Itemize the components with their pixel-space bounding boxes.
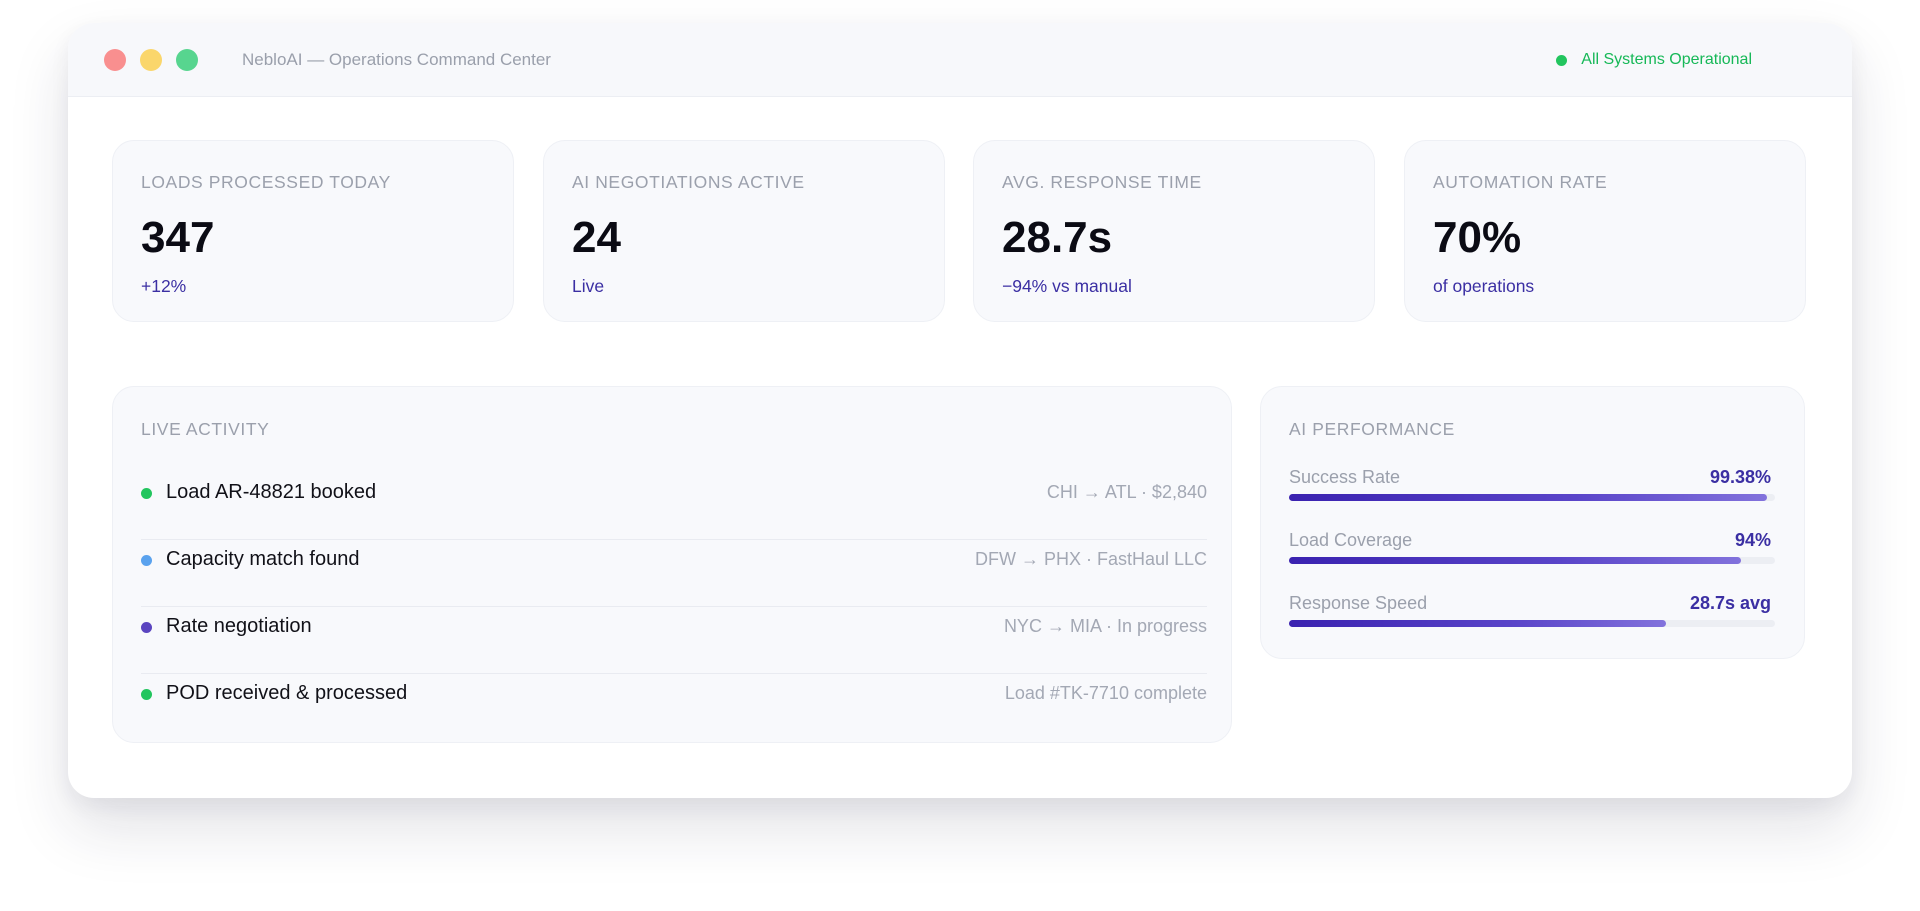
ai-performance-panel: AI PERFORMANCE Success Rate 99.38% Load … [1260, 386, 1805, 659]
stat-value: 347 [141, 213, 215, 262]
system-status: All Systems Operational [1556, 51, 1752, 69]
metric-load-coverage: Load Coverage 94% [1289, 530, 1775, 580]
activity-label: Capacity match found [166, 548, 360, 570]
activity-item[interactable]: Rate negotiation NYC → MIA · In progress [141, 607, 1207, 674]
activity-label: Load AR-48821 booked [166, 481, 377, 503]
progress-fill [1289, 620, 1666, 627]
app-window: NebloAI — Operations Command Center All … [68, 23, 1852, 798]
stat-card-avg-response-time: AVG. RESPONSE TIME 28.7s −94% vs manual [973, 140, 1375, 322]
metric-label: Response Speed [1289, 593, 1428, 613]
progress-fill [1289, 557, 1741, 564]
activity-detail: Load #TK-7710 complete [1004, 683, 1207, 703]
progress-fill [1289, 494, 1768, 501]
metric-value: 28.7s avg [1689, 593, 1771, 613]
stat-subtext: Live [572, 276, 605, 296]
status-dot-icon [141, 488, 152, 499]
stat-label: AUTOMATION RATE [1433, 172, 1608, 192]
stat-card-loads-processed: LOADS PROCESSED TODAY 347 +12% [112, 140, 514, 322]
progress-bar [1289, 620, 1775, 627]
status-dot-icon [141, 555, 152, 566]
maximize-window-button[interactable] [176, 49, 198, 71]
stat-card-automation-rate: AUTOMATION RATE 70% of operations [1404, 140, 1806, 322]
status-indicator-icon [1556, 54, 1568, 66]
activity-detail: DFW → PHX · FastHaul LLC [974, 549, 1207, 569]
metric-response-speed: Response Speed 28.7s avg [1289, 593, 1775, 643]
stat-card-ai-negotiations: AI NEGOTIATIONS ACTIVE 24 Live [543, 140, 945, 322]
title-bar: NebloAI — Operations Command Center All … [68, 23, 1852, 97]
status-dot-icon [141, 689, 152, 700]
progress-bar [1289, 494, 1775, 501]
activity-item[interactable]: POD received & processed Load #TK-7710 c… [141, 674, 1207, 741]
close-window-button[interactable] [104, 49, 126, 71]
activity-detail: NYC → MIA · In progress [1003, 616, 1207, 636]
window-title: NebloAI — Operations Command Center [242, 50, 551, 69]
stat-label: AI NEGOTIATIONS ACTIVE [572, 172, 805, 192]
metric-success-rate: Success Rate 99.38% [1289, 467, 1775, 517]
activity-detail: CHI → ATL · $2,840 [1046, 482, 1207, 502]
stat-label: LOADS PROCESSED TODAY [141, 172, 391, 192]
stat-value: 70% [1433, 213, 1522, 262]
activity-label: Rate negotiation [166, 615, 312, 637]
stat-subtext: +12% [141, 276, 187, 296]
stat-value: 24 [572, 213, 621, 262]
metric-label: Success Rate [1289, 467, 1401, 487]
status-dot-icon [141, 622, 152, 633]
live-activity-panel: LIVE ACTIVITY Load AR-48821 booked CHI →… [112, 386, 1232, 743]
ai-performance-title: AI PERFORMANCE [1289, 419, 1455, 439]
system-status-text: All Systems Operational [1581, 51, 1752, 68]
metric-label: Load Coverage [1289, 530, 1413, 550]
stat-subtext: of operations [1433, 276, 1535, 296]
stat-subtext: −94% vs manual [1002, 276, 1132, 296]
stat-label: AVG. RESPONSE TIME [1002, 172, 1202, 192]
progress-bar [1289, 557, 1775, 564]
metric-value: 94% [1734, 530, 1771, 550]
activity-item[interactable]: Load AR-48821 booked CHI → ATL · $2,840 [141, 473, 1207, 540]
activity-label: POD received & processed [166, 682, 408, 704]
activity-item[interactable]: Capacity match found DFW → PHX · FastHau… [141, 540, 1207, 607]
live-activity-title: LIVE ACTIVITY [141, 419, 270, 439]
stat-value: 28.7s [1002, 213, 1113, 262]
minimize-window-button[interactable] [140, 49, 162, 71]
metric-value: 99.38% [1709, 467, 1771, 487]
